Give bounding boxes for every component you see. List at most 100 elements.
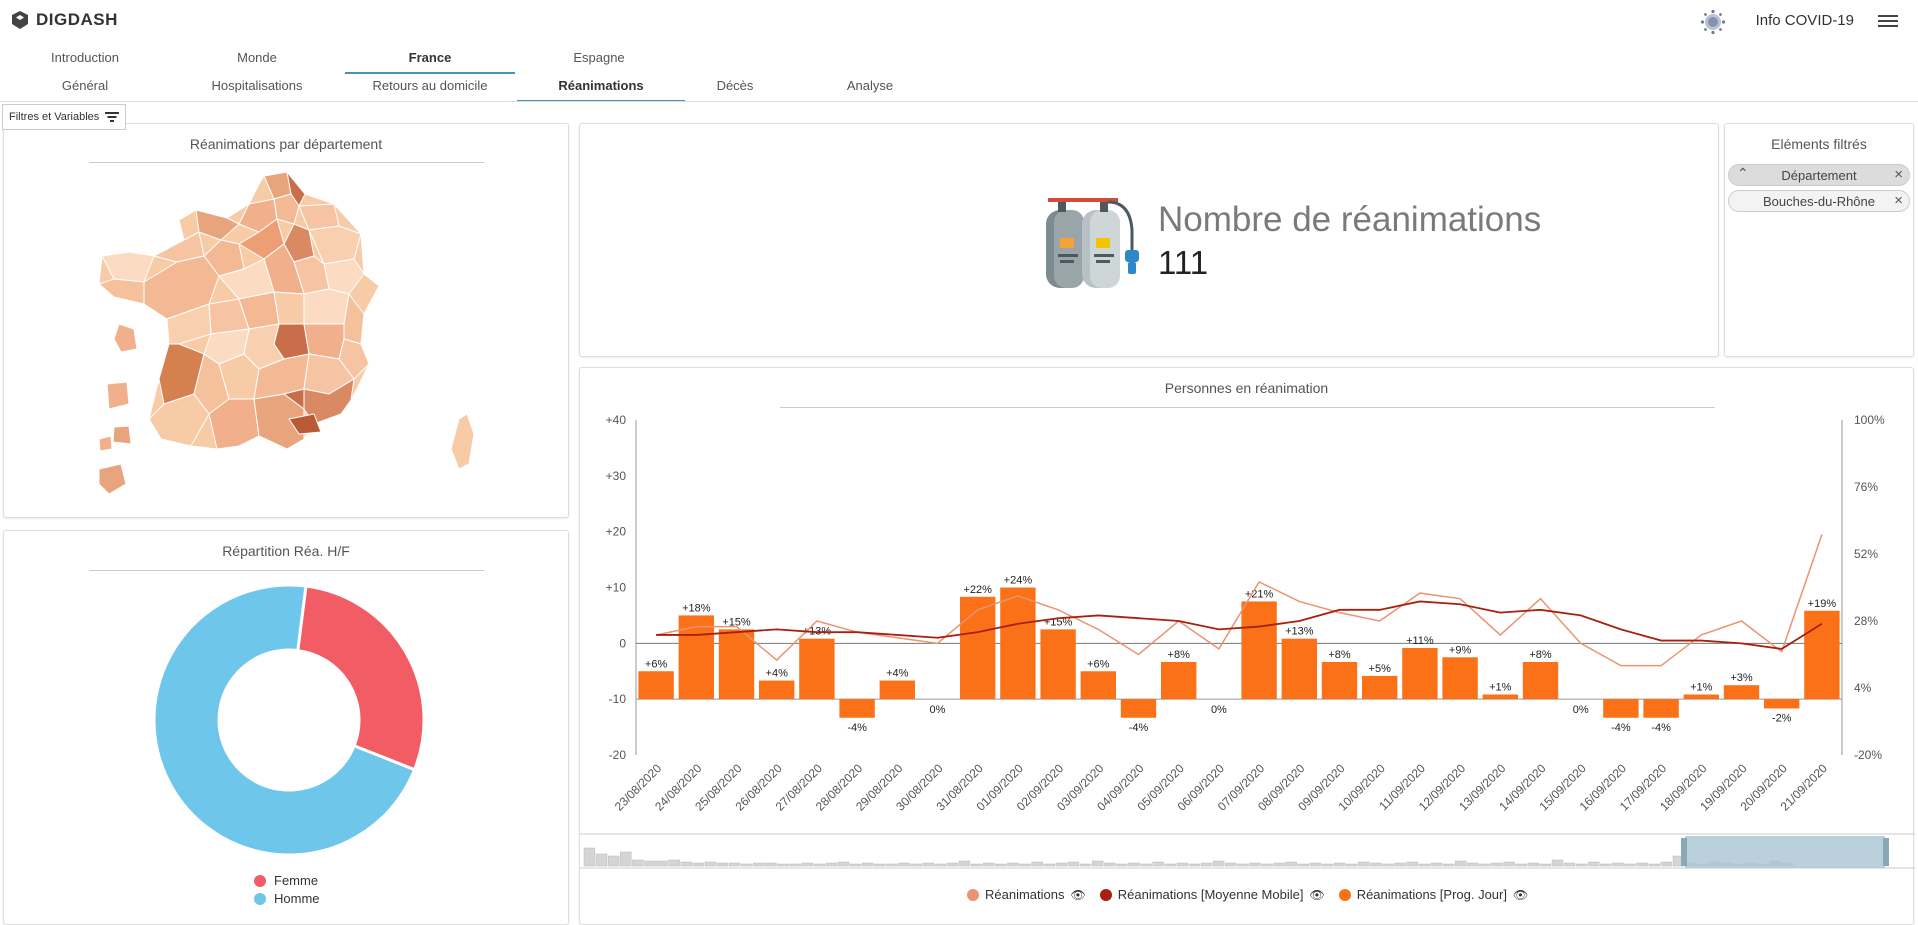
navigator-bar [680, 861, 692, 867]
bar-prog-jour[interactable] [1764, 699, 1800, 709]
chevron-up-icon[interactable]: ⌃ [1737, 165, 1749, 181]
donut-slice-femme[interactable] [296, 584, 426, 772]
tab-reanimations[interactable]: Réanimations [517, 74, 685, 102]
tab-monde[interactable]: Monde [237, 50, 277, 65]
bar-prog-jour[interactable] [678, 615, 714, 700]
navigator-bar [1285, 861, 1297, 867]
navigator-bar [1019, 863, 1031, 867]
bar-prog-jour[interactable] [1402, 647, 1438, 700]
bar-prog-jour[interactable] [1040, 629, 1076, 700]
bar-prog-jour[interactable] [638, 671, 674, 700]
navigator-bar [1358, 861, 1370, 867]
bar-data-label: +4% [886, 668, 909, 680]
bar-data-label: +18% [682, 602, 711, 614]
close-icon[interactable]: × [1894, 192, 1903, 209]
navigator-bar [1249, 862, 1261, 867]
tab-france[interactable]: France [345, 46, 515, 74]
donut-panel: Répartition Réa. H/F Femme Homme [3, 530, 569, 925]
bar-prog-jour[interactable] [1120, 699, 1157, 718]
line-moyenne-mobile[interactable] [656, 600, 1823, 650]
navigator-bar [644, 860, 656, 867]
bar-prog-jour[interactable] [759, 680, 795, 700]
bar-prog-jour[interactable] [1281, 638, 1317, 700]
tab-introduction[interactable]: Introduction [51, 50, 119, 65]
y-left-tick-label: +40 [606, 413, 627, 427]
navigator-bar [1430, 862, 1443, 867]
bar-prog-jour[interactable] [1482, 694, 1518, 700]
bar-prog-jour[interactable] [1080, 671, 1116, 700]
line-reanimations[interactable] [655, 534, 1823, 667]
tab-espagne[interactable]: Espagne [573, 50, 625, 65]
bar-prog-jour[interactable] [1643, 699, 1679, 718]
donut-slice-homme[interactable] [152, 583, 417, 857]
navigator-selection[interactable] [1685, 836, 1885, 868]
y-left-tick-label: -10 [609, 692, 627, 706]
reanimation-combo-chart[interactable]: +40 +30 +20 +10 0 -10 -20 100% 76% 52% 28% 4% -20% +6… [580, 400, 1915, 870]
eye-icon[interactable]: 👁 [1070, 887, 1086, 902]
legend-swatch-homme [254, 892, 266, 905]
navigator-bar [1551, 859, 1564, 867]
eye-icon[interactable]: 👁 [1309, 887, 1325, 902]
y-right-tick-label: 4% [1854, 681, 1872, 695]
navigator-bar [1007, 862, 1019, 867]
filters-button[interactable]: Filtres et Variables [2, 104, 127, 130]
bar-prog-jour[interactable] [1000, 587, 1036, 700]
navigator-bar [1164, 863, 1176, 867]
legend-item-reanimations[interactable]: Réanimations 👁 [967, 887, 1086, 902]
legend-item-moyenne-mobile[interactable]: Réanimations [Moyenne Mobile] 👁 [1099, 887, 1325, 902]
tab-retours-domicile[interactable]: Retours au domicile [372, 78, 488, 93]
bar-prog-jour[interactable] [1603, 699, 1639, 718]
bar-prog-jour[interactable] [1321, 661, 1358, 700]
eye-icon[interactable]: 👁 [1512, 887, 1529, 902]
bar-prog-jour[interactable] [839, 699, 875, 718]
filter-icon [105, 112, 120, 122]
bar-prog-jour[interactable] [1442, 657, 1478, 700]
navigator-bar [1067, 861, 1080, 867]
navigator-handle-left[interactable] [1681, 838, 1687, 866]
navigator-bar [1527, 862, 1539, 867]
navigator-handle-right[interactable] [1883, 838, 1889, 866]
hamburger-icon[interactable] [1878, 12, 1898, 28]
y-right-tick-label: 76% [1854, 480, 1878, 494]
logo[interactable]: DIGDASH [10, 10, 118, 30]
navigator-bar [728, 862, 741, 867]
navigator-bar [1128, 862, 1140, 867]
tab-deces[interactable]: Décès [716, 78, 754, 93]
legend-label-homme: Homme [274, 891, 320, 906]
tab-hospitalisations[interactable]: Hospitalisations [211, 78, 303, 93]
bar-prog-jour[interactable] [1241, 601, 1277, 700]
bar-prog-jour[interactable] [879, 680, 915, 700]
bar-prog-jour[interactable] [1683, 694, 1719, 700]
navigator-bar [910, 863, 922, 867]
bar-prog-jour[interactable] [1522, 661, 1559, 700]
navigator-bar [1261, 863, 1273, 867]
tab-general[interactable]: Général [61, 78, 109, 93]
navigator-bar [1491, 862, 1503, 867]
bar-prog-jour[interactable] [960, 596, 996, 700]
bar-data-label: +21% [1245, 588, 1274, 600]
chart-panel-title: Personnes en réanimation [1164, 380, 1329, 396]
bar-data-label: +4% [766, 668, 789, 680]
legend-item-homme[interactable]: Homme [254, 891, 320, 906]
filter-chip-bouches-du-rhone[interactable]: Bouches-du-Rhône × [1728, 190, 1910, 212]
bar-data-label: -4% [1611, 722, 1631, 734]
bar-prog-jour[interactable] [1161, 661, 1197, 700]
bar-data-label: +9% [1449, 644, 1472, 656]
legend-swatch-prog-jour [1338, 888, 1351, 901]
legend-item-prog-jour[interactable]: Réanimations [Prog. Jour] 👁 [1338, 887, 1529, 902]
france-department-map[interactable] [99, 164, 489, 509]
gender-donut-chart[interactable] [144, 575, 434, 865]
filter-chip-departement[interactable]: ⌃ Département × [1728, 164, 1910, 186]
bar-prog-jour[interactable] [1362, 675, 1398, 700]
bar-prog-jour[interactable] [1804, 610, 1840, 700]
close-icon[interactable]: × [1894, 166, 1903, 183]
navigator-bar [1346, 863, 1358, 867]
bar-prog-jour[interactable] [718, 629, 755, 700]
tab-analyse[interactable]: Analyse [846, 78, 894, 93]
bar-prog-jour[interactable] [799, 638, 835, 700]
y-left-tick-label: 0 [619, 636, 626, 650]
navigator-bar [1588, 861, 1600, 867]
legend-item-femme[interactable]: Femme [254, 873, 318, 888]
navigator-bar [934, 863, 947, 867]
bar-prog-jour[interactable] [1723, 685, 1760, 700]
